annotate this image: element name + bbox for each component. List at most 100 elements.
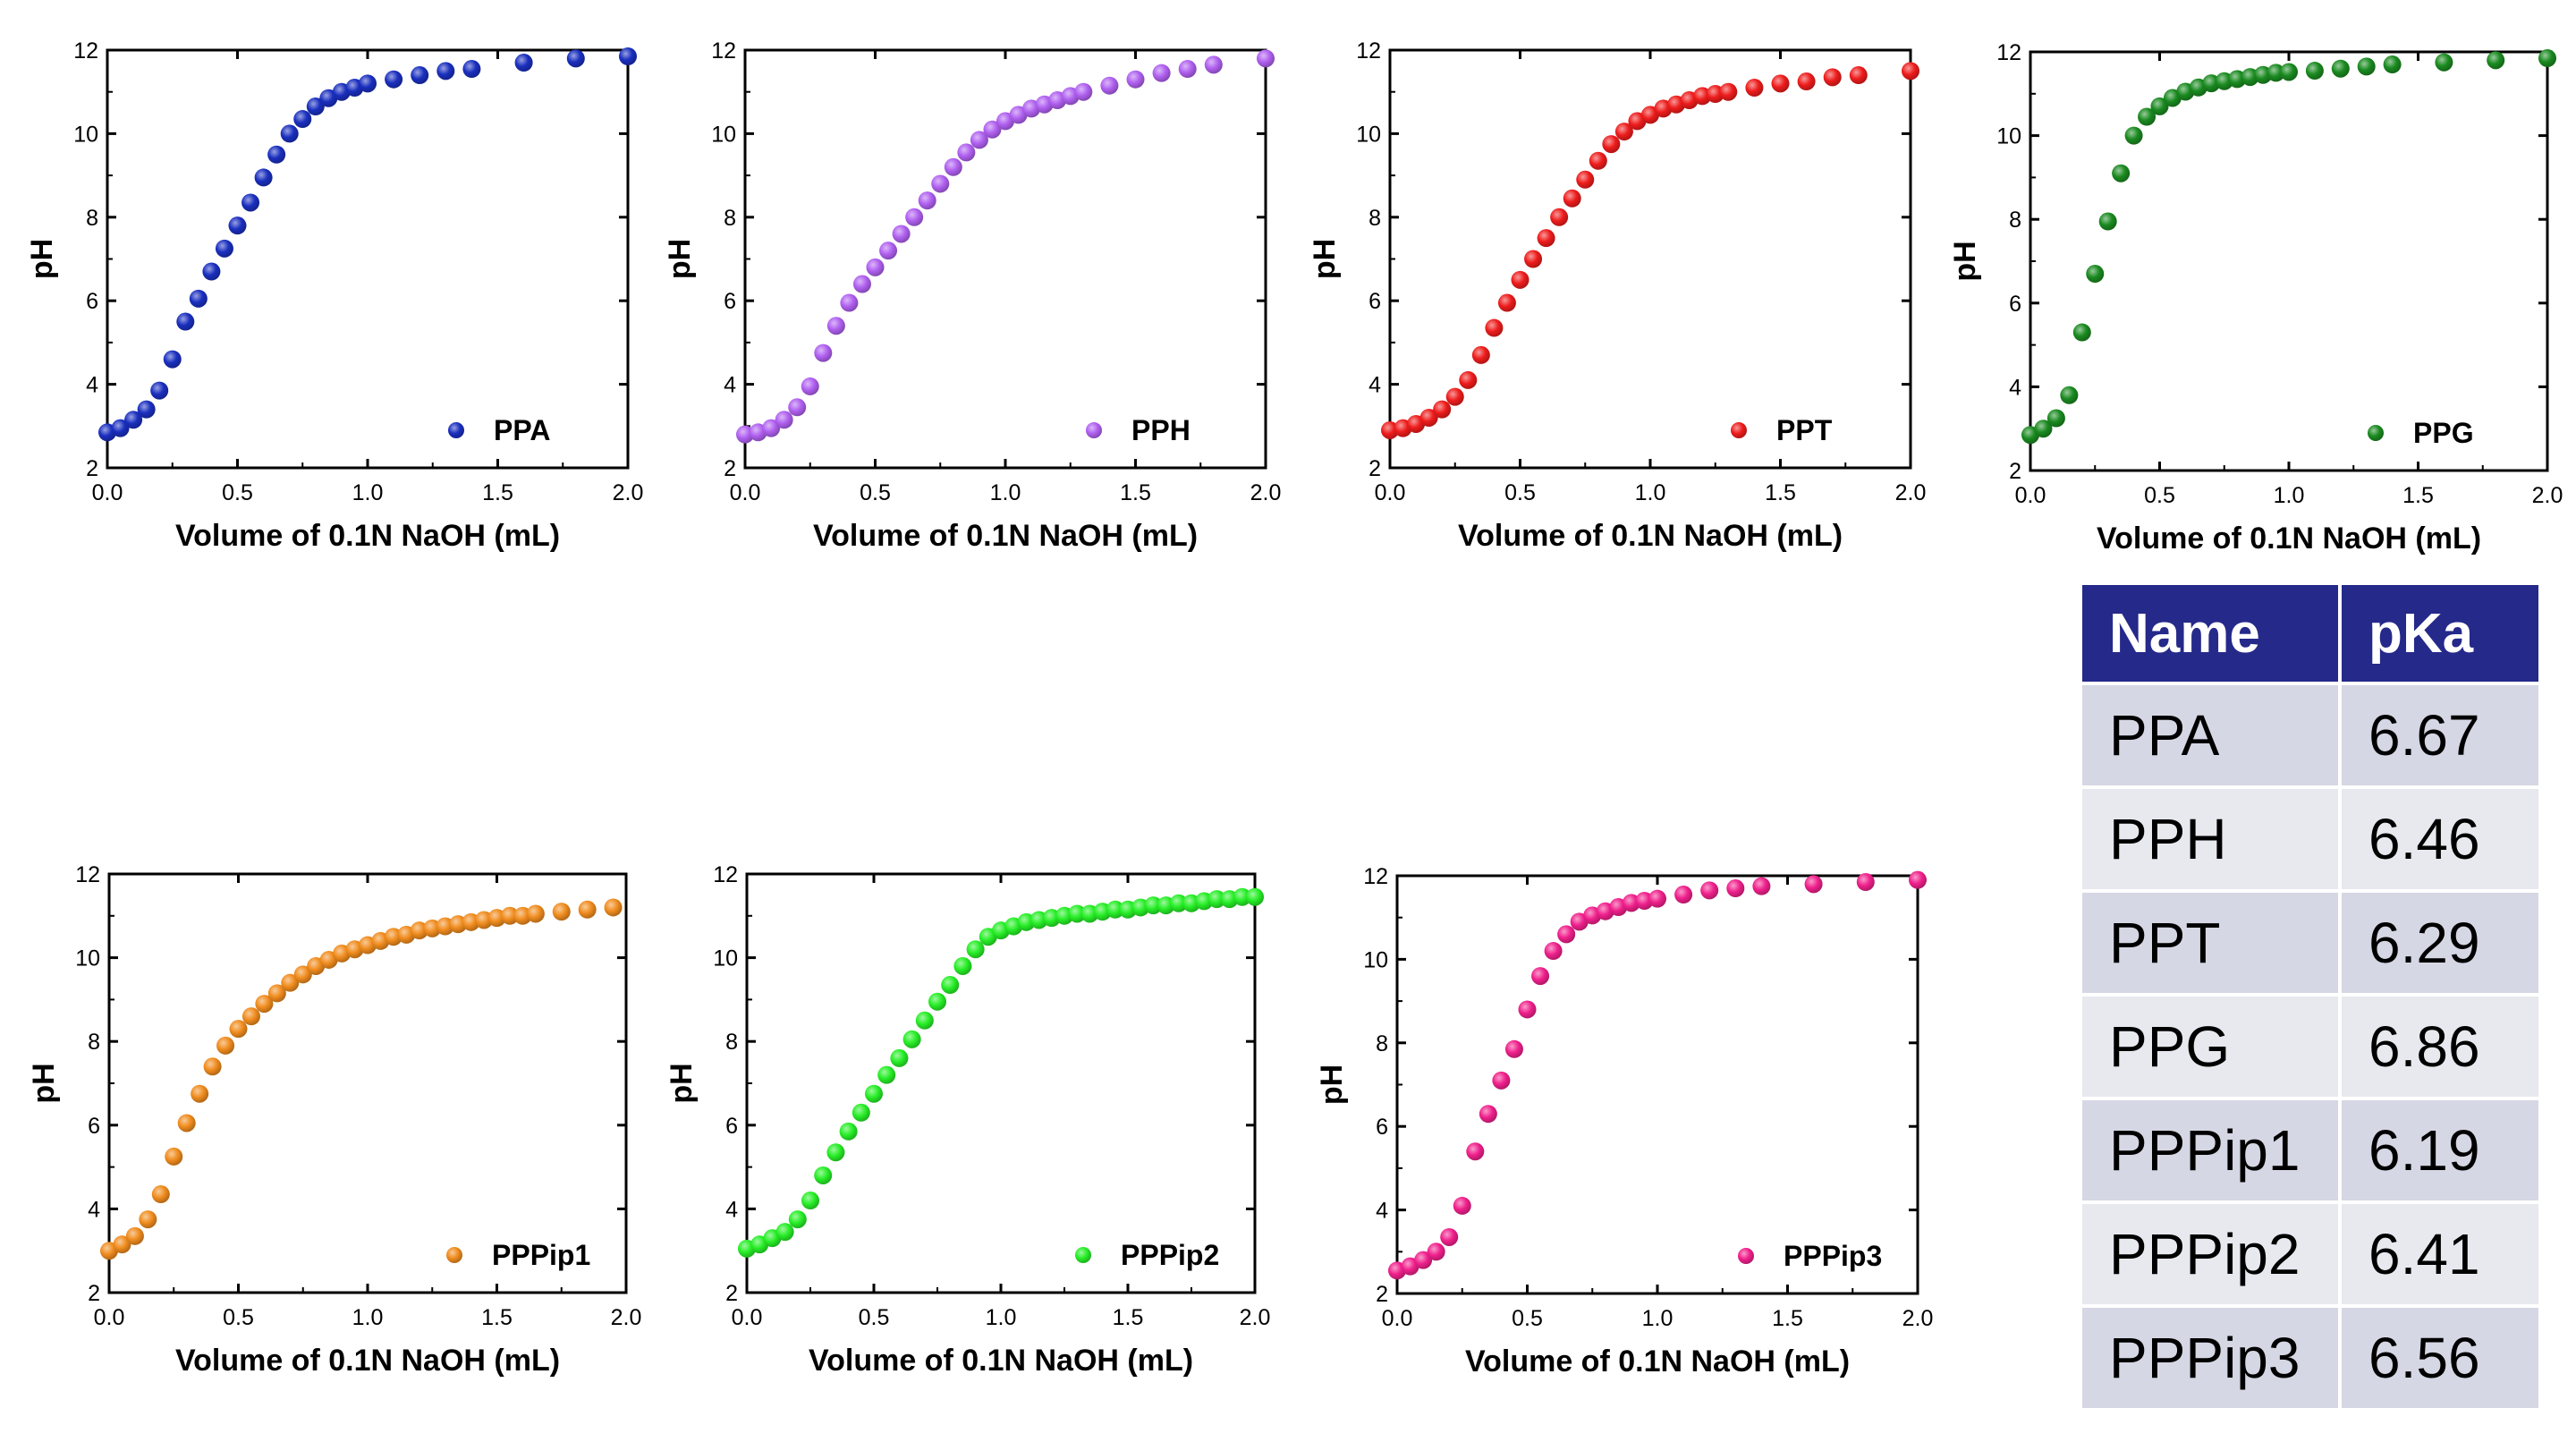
table-cell-pka: 6.41: [2342, 1204, 2538, 1304]
legend-marker: [1731, 422, 1747, 438]
data-point: [203, 1057, 222, 1076]
data-point: [1602, 135, 1621, 154]
x-tick-label: 2.0: [611, 1305, 642, 1330]
x-tick-label: 0.0: [2015, 483, 2046, 508]
chart-pppip1: 0.0 0.5 1.0 1.5 2.0 2 4 6 8 10 12 Volume of 0.1N Na…: [27, 862, 641, 1378]
plot-frame: [2029, 50, 2549, 472]
data-point: [215, 239, 233, 258]
data-point: [1771, 74, 1790, 93]
x-tick-label: 0.5: [1512, 1306, 1543, 1331]
data-point: [814, 344, 833, 362]
y-tick-label: 2: [1368, 456, 1381, 481]
data-point: [957, 143, 976, 162]
data-point: [953, 956, 972, 975]
data-point: [788, 1210, 807, 1229]
data-point: [1909, 870, 1927, 889]
chart-ppg: 0.0 0.5 1.0 1.5 2.0 2 4 6 8 10 12 Volume of 0.1N Na…: [1948, 40, 2563, 556]
plot-frame: [1395, 874, 1919, 1295]
legend-marker: [1075, 1247, 1091, 1263]
data-point: [983, 120, 1002, 139]
data-point: [2124, 126, 2143, 145]
y-tick-label: 12: [1356, 38, 1381, 64]
data-point: [552, 903, 571, 921]
data-point: [1700, 881, 1719, 900]
data-point: [2060, 386, 2079, 404]
y-tick-label: 10: [1363, 947, 1388, 972]
data-point: [1856, 873, 1875, 892]
data-point: [1823, 68, 1842, 87]
y-tick-label: 2: [2009, 459, 2021, 484]
data-point: [137, 400, 156, 419]
table-cell-name: PPT: [2082, 893, 2342, 993]
data-point: [1257, 49, 1275, 68]
data-point: [2086, 265, 2105, 284]
table-row: PPPip3 6.56: [2082, 1308, 2538, 1408]
data-point: [229, 1020, 248, 1039]
x-tick-label: 1.0: [2274, 483, 2305, 508]
x-axis-label: Volume of 0.1N NaOH (mL): [809, 1344, 1193, 1378]
data-point: [814, 1166, 833, 1184]
data-point: [1518, 1000, 1537, 1019]
x-tick-label: 0.0: [730, 480, 761, 505]
data-point: [840, 293, 859, 312]
data-point: [359, 74, 377, 93]
x-tick-label: 1.0: [986, 1305, 1017, 1330]
data-point: [385, 70, 403, 89]
data-point: [941, 976, 960, 995]
data-point: [113, 1235, 131, 1254]
data-point: [2280, 63, 2298, 81]
data-point: [1719, 82, 1738, 101]
data-point: [944, 157, 962, 176]
x-tick-label: 2.0: [1240, 1305, 1271, 1330]
data-point: [902, 1030, 921, 1048]
y-tick-label: 4: [724, 373, 736, 398]
y-tick-label: 10: [1996, 124, 2021, 149]
x-tick-label: 0.5: [223, 1305, 254, 1330]
data-point: [1902, 62, 1919, 81]
data-point: [1445, 387, 1464, 406]
data-point: [928, 992, 946, 1011]
table-cell-name: PPA: [2082, 685, 2342, 785]
data-point: [890, 1048, 909, 1067]
data-point: [1453, 1196, 1471, 1215]
data-point: [566, 49, 585, 68]
y-tick-label: 6: [1368, 289, 1381, 314]
data-point: [1557, 925, 1576, 944]
legend-marker: [2368, 425, 2384, 441]
data-point: [293, 110, 312, 129]
y-tick-label: 4: [725, 1197, 738, 1222]
y-tick-label: 4: [88, 1197, 100, 1222]
data-point: [1524, 250, 1543, 268]
y-tick-label: 10: [711, 122, 736, 147]
x-tick-label: 2.0: [613, 480, 644, 505]
chart-ppt: 0.0 0.5 1.0 1.5 2.0 2 4 6 8 10 12 Volume of 0.1N Na…: [1308, 38, 1926, 553]
y-tick-label: 6: [86, 289, 98, 314]
data-point: [165, 1147, 183, 1166]
table-cell-pka: 6.67: [2342, 685, 2538, 785]
y-tick-label: 6: [724, 289, 736, 314]
x-tick-label: 2.0: [1250, 480, 1282, 505]
data-point: [826, 317, 845, 335]
data-point: [1752, 877, 1771, 895]
x-tick-label: 1.5: [1765, 480, 1796, 505]
data-point: [1497, 293, 1516, 312]
data-point: [865, 1084, 883, 1103]
y-tick-label: 8: [2009, 208, 2021, 233]
data-point: [2046, 409, 2065, 428]
data-point: [254, 168, 273, 187]
data-point: [1674, 886, 1693, 904]
x-tick-label: 0.5: [222, 480, 253, 505]
data-point: [1726, 879, 1745, 898]
data-point: [1419, 408, 1438, 427]
y-tick-label: 2: [724, 456, 736, 481]
data-point: [2098, 212, 2117, 231]
chart-ppa: 0.0 0.5 1.0 1.5 2.0 2 4 6 8 10 12 Volume of 0.1N Na…: [25, 38, 643, 553]
chart-pppip2: 0.0 0.5 1.0 1.5 2.0 2 4 6 8 10 12 Volume of 0.1N Na…: [665, 862, 1270, 1378]
data-point: [852, 1103, 870, 1122]
y-tick-label: 8: [1376, 1031, 1388, 1056]
table-cell-name: PPPip2: [2082, 1204, 2342, 1304]
data-point: [1648, 889, 1666, 908]
x-axis-label: Volume of 0.1N NaOH (mL): [1465, 1344, 1850, 1378]
x-tick-label: 0.0: [1375, 480, 1406, 505]
data-point: [1745, 79, 1764, 98]
